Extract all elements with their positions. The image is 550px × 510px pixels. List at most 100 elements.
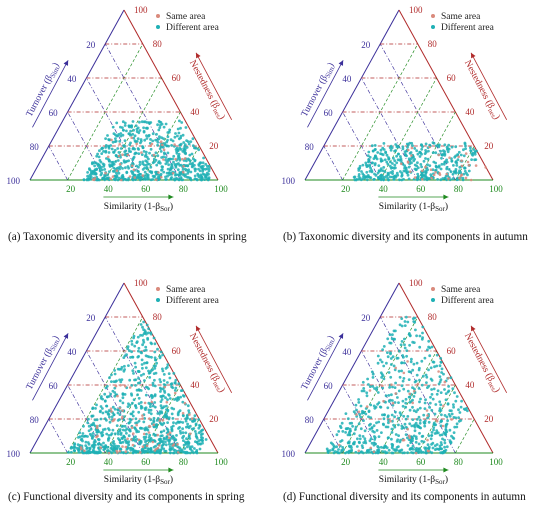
different-area-point	[193, 163, 196, 167]
different-area-point	[171, 139, 175, 143]
same-area-point	[106, 155, 110, 159]
different-area-point	[406, 389, 410, 393]
different-area-point	[118, 367, 121, 371]
legend-label-same-area: Same area	[166, 285, 206, 295]
same-area-point	[160, 175, 163, 179]
different-area-point	[153, 394, 157, 398]
different-area-point	[432, 426, 436, 429]
same-area-point	[458, 176, 461, 180]
same-area-point	[408, 392, 412, 396]
similarity-arrowhead-icon	[168, 194, 174, 200]
same-area-point	[469, 178, 473, 182]
different-area-point	[139, 333, 142, 337]
nestedness-arrowhead-icon	[195, 325, 201, 332]
different-area-point	[119, 165, 122, 169]
different-area-point	[141, 168, 145, 171]
different-area-point	[402, 361, 406, 365]
different-area-point	[367, 410, 371, 413]
different-area-point	[89, 171, 93, 175]
different-area-point	[403, 324, 407, 327]
legend-label-same-area: Same area	[166, 12, 206, 22]
different-area-point	[159, 400, 163, 403]
different-area-point	[414, 328, 417, 332]
different-area-point	[108, 376, 111, 380]
different-area-point	[397, 152, 400, 156]
different-area-point	[387, 178, 390, 182]
same-area-point	[115, 169, 119, 172]
different-area-point	[187, 168, 191, 172]
different-area-point	[423, 401, 427, 405]
nestedness-axis-arrow	[195, 52, 233, 121]
different-area-point	[204, 162, 208, 166]
different-area-point	[117, 176, 121, 180]
legend-label-different-area: Different area	[441, 22, 495, 33]
different-area-point	[146, 177, 150, 181]
different-area-point	[436, 389, 440, 393]
different-area-point	[462, 172, 466, 176]
different-area-point	[392, 156, 395, 160]
different-area-point	[446, 147, 450, 150]
different-area-point	[134, 124, 138, 128]
different-area-point	[380, 431, 383, 434]
different-area-point	[173, 177, 176, 181]
different-area-point	[142, 372, 146, 376]
same-area-point	[459, 174, 463, 178]
different-area-point	[155, 423, 158, 426]
different-area-point	[367, 158, 370, 162]
legend-label-same-area: Same area	[441, 12, 481, 22]
same-area-point	[124, 450, 128, 453]
different-area-point	[148, 376, 152, 379]
different-area-point	[165, 178, 168, 181]
different-area-point	[381, 146, 385, 150]
different-area-point	[197, 426, 201, 430]
different-area-point	[147, 411, 151, 414]
different-area-point	[369, 176, 373, 180]
different-area-point	[112, 151, 116, 154]
same-area-point	[390, 383, 393, 387]
different-area-point	[119, 134, 123, 138]
different-area-point	[137, 410, 141, 414]
different-area-point	[80, 434, 84, 438]
different-area-point	[131, 451, 135, 455]
different-area-point	[107, 434, 111, 437]
different-area-point	[139, 175, 143, 179]
different-area-point	[187, 176, 191, 179]
different-area-point	[185, 159, 188, 163]
same-area-point	[121, 409, 124, 412]
different-area-point	[130, 401, 134, 405]
different-area-point	[438, 400, 442, 404]
different-area-point	[138, 160, 142, 164]
different-area-point	[135, 127, 139, 131]
different-area-point	[460, 399, 463, 403]
different-area-point	[439, 167, 443, 171]
same-area-point	[130, 136, 133, 139]
different-area-point	[362, 387, 366, 390]
different-area-point	[202, 156, 206, 160]
different-area-point	[401, 451, 405, 455]
turnover-tick-label: 100	[7, 449, 21, 459]
different-area-point	[145, 134, 148, 138]
different-area-point	[162, 379, 166, 382]
different-area-point	[127, 124, 131, 128]
different-area-point	[337, 448, 340, 451]
different-area-point	[101, 411, 105, 415]
different-area-point	[101, 407, 104, 410]
different-area-point	[426, 386, 429, 389]
different-area-point	[167, 442, 171, 446]
same-area-point	[429, 168, 433, 171]
different-area-point	[135, 340, 139, 344]
different-area-point	[358, 176, 362, 180]
different-area-point	[144, 406, 148, 410]
different-area-point	[147, 436, 151, 439]
different-area-point	[172, 407, 176, 411]
different-area-point	[179, 126, 182, 130]
same-area-point	[128, 175, 132, 178]
grid-line-turnover	[323, 418, 343, 454]
different-area-point	[402, 426, 405, 430]
different-area-point	[424, 157, 427, 160]
different-area-point	[340, 421, 344, 425]
different-area-point	[92, 172, 96, 176]
different-area-point	[370, 170, 374, 174]
different-area-point	[406, 444, 410, 447]
different-area-point	[374, 174, 378, 177]
